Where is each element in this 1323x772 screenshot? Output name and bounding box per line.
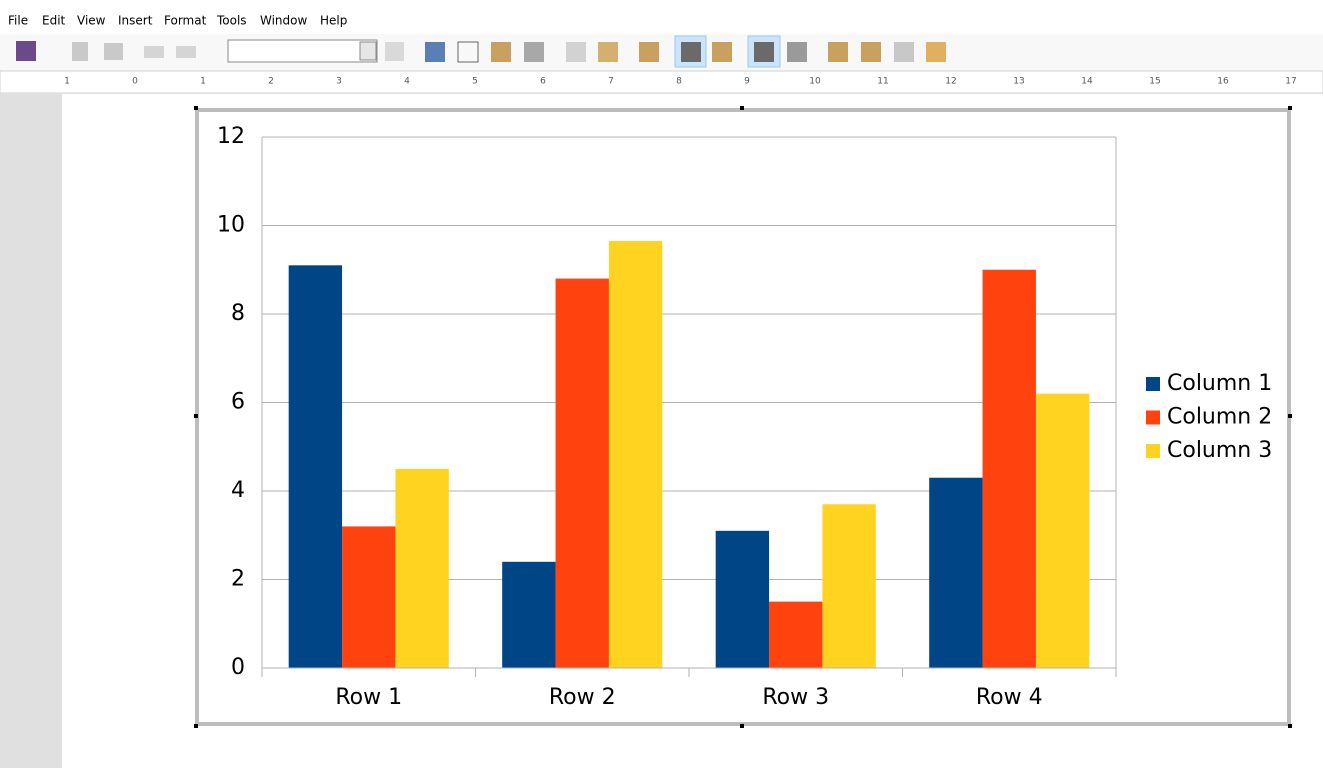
- x-axis[interactable]: [828, 42, 848, 62]
- redo-icon[interactable]: [176, 46, 196, 58]
- data-ranges[interactable]: [491, 42, 511, 62]
- selection-handle: [194, 724, 198, 728]
- menu-item[interactable]: Window: [260, 14, 308, 28]
- ruler-number: 4: [404, 77, 410, 87]
- toolbar-icons: [16, 35, 946, 68]
- bar: [769, 601, 823, 668]
- y-tick-label: 8: [231, 301, 245, 326]
- element-dropdown[interactable]: [227, 39, 378, 63]
- text-scale[interactable]: [712, 42, 732, 62]
- selection-handle: [740, 106, 744, 110]
- ruler-number: 14: [1081, 77, 1093, 87]
- x-tick-label: Row 1: [335, 685, 402, 710]
- axes[interactable]: [639, 42, 659, 62]
- y-tick-label: 6: [231, 390, 245, 415]
- selection-handle: [1288, 724, 1292, 728]
- ruler-number: 17: [1285, 77, 1296, 87]
- menu: File Edit View Insert Format Tools Window Help: [8, 14, 347, 28]
- ruler-number: 1: [200, 77, 206, 87]
- menu-item[interactable]: Insert: [118, 14, 153, 28]
- bar: [608, 240, 663, 669]
- chart: 0 2 4 6 8 10 12 Row 1 Row 2 Row 3 Row 4 Column 1 Col…: [194, 106, 1292, 728]
- bar: [822, 504, 876, 668]
- bar: [342, 526, 396, 668]
- legend-swatch: [1146, 444, 1160, 458]
- menu-item[interactable]: View: [77, 14, 106, 28]
- bar: [982, 269, 1036, 668]
- y-tick-label: 2: [231, 567, 245, 592]
- menu-item[interactable]: Help: [320, 14, 347, 28]
- selection-handle: [1288, 106, 1292, 110]
- toolbar: [0, 34, 1323, 71]
- pdf-icon[interactable]: [72, 42, 88, 61]
- menu-bar: [0, 0, 1323, 34]
- ruler-number: 13: [1013, 77, 1024, 87]
- z-axis[interactable]: [894, 42, 914, 62]
- legend-label: Column 1: [1167, 371, 1272, 396]
- ruler-number: 5: [472, 77, 478, 87]
- all-axes[interactable]: [926, 42, 946, 62]
- y-tick-label: 10: [217, 213, 245, 238]
- ruler-number: 16: [1217, 77, 1229, 87]
- x-tick-label: Row 2: [549, 685, 616, 710]
- ruler-number: 12: [945, 77, 956, 87]
- legend-label: Column 3: [1167, 438, 1272, 463]
- menu-item[interactable]: Tools: [216, 14, 247, 28]
- selection-handle: [740, 724, 744, 728]
- bar: [395, 468, 449, 668]
- legend-swatch: [1146, 377, 1160, 391]
- undo-icon[interactable]: [144, 46, 164, 58]
- ruler: [0, 70, 1323, 94]
- y-tick-label: 4: [231, 478, 245, 503]
- menu-item[interactable]: File: [8, 14, 28, 28]
- bar: [288, 265, 343, 668]
- ruler-number: 2: [268, 77, 274, 87]
- print-icon[interactable]: [104, 43, 123, 60]
- ruler-number: 0: [132, 77, 138, 87]
- bar: [929, 477, 983, 668]
- y-tick-label: 12: [217, 124, 245, 149]
- ruler-number: 15: [1149, 77, 1160, 87]
- left-margin: [0, 94, 62, 768]
- legend-swatch: [1146, 410, 1160, 425]
- save-icon[interactable]: [16, 41, 36, 61]
- insert-titles[interactable]: [566, 42, 586, 62]
- y-tick-label: 0: [231, 655, 245, 680]
- dropdown-arrow[interactable]: [359, 41, 377, 61]
- ruler-number: 8: [676, 77, 682, 87]
- x-tick-label: Row 4: [976, 685, 1043, 710]
- x-tick-label: Row 3: [762, 685, 829, 710]
- y-axis[interactable]: [861, 42, 881, 62]
- selection-handle: [1288, 414, 1292, 418]
- bar: [715, 530, 770, 668]
- bar: [1035, 393, 1090, 668]
- ruler-number: 7: [608, 77, 614, 87]
- ruler-number: 1: [64, 77, 70, 87]
- menu-item[interactable]: Edit: [42, 14, 66, 28]
- grid-icon: [754, 42, 774, 62]
- ruler-number: 9: [744, 77, 750, 87]
- bar: [555, 278, 609, 668]
- chart-type[interactable]: [425, 42, 445, 62]
- vertical-grid[interactable]: [787, 42, 807, 62]
- ruler-number: 10: [809, 77, 821, 87]
- ruler-number: 3: [336, 77, 342, 87]
- legend-label: Column 2: [1167, 405, 1272, 430]
- ruler-number: 11: [877, 77, 888, 87]
- ruler-number: 6: [540, 77, 546, 87]
- selection-handle: [194, 106, 198, 110]
- chart-area[interactable]: [524, 42, 544, 62]
- menu-item[interactable]: Format: [164, 14, 207, 28]
- insert-legend[interactable]: [598, 42, 618, 62]
- legend-icon: [681, 42, 701, 62]
- selection-handle: [194, 414, 198, 418]
- data-table[interactable]: [457, 41, 479, 63]
- bar: [502, 561, 556, 668]
- format-selection[interactable]: [385, 42, 404, 61]
- ruler-numbers: 1 0 1 2 3 4 5 6 7 8 9 10 11 12 13 14 15 16 17: [64, 77, 1297, 87]
